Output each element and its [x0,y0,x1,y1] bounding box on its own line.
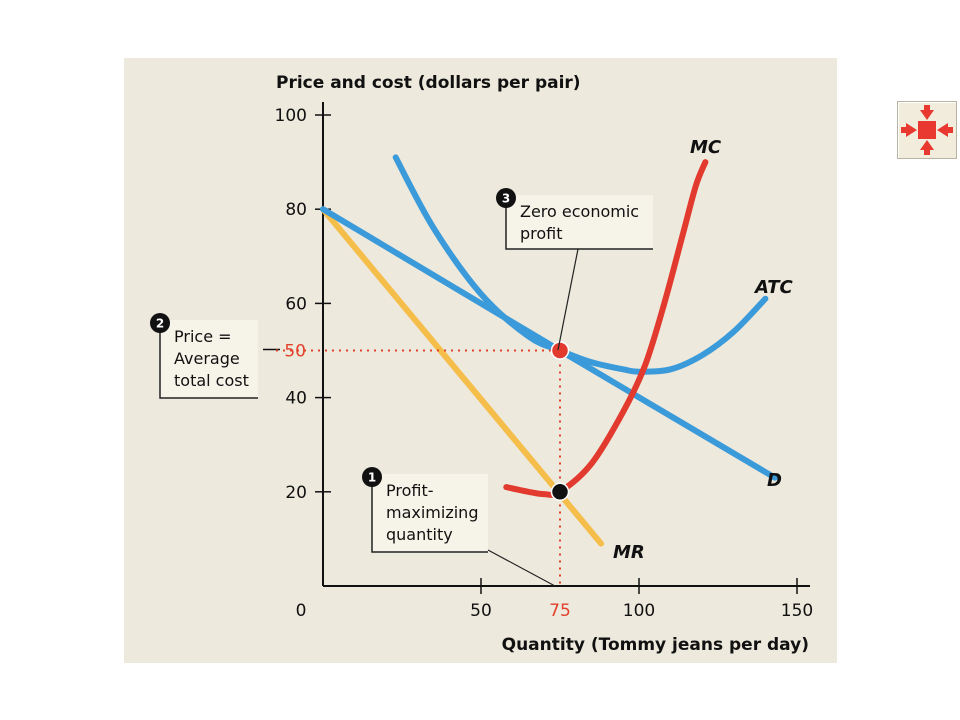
shrink-icon [901,105,953,155]
shrink-button[interactable] [897,101,957,159]
y-tick-label-20: 20 [285,483,307,503]
series-label-atc: ATC [753,277,793,298]
x-tick-label-150: 150 [781,601,813,621]
x-tick-label-0: 0 [296,601,307,621]
guide-layer [276,349,561,586]
annotation-number: 1 [368,471,376,485]
annotation-text-line: maximizing [386,503,478,522]
annotation-layer: 1 Profit-maximizing quantity 2 Price = Averag… [150,188,653,587]
y-axis-title: Price and cost (dollars per pair) [276,73,581,93]
annotation-1: 1 Profit-maximizing quantity [362,467,556,587]
y-tick-label-100: 100 [275,106,307,126]
y-tick-label-80: 80 [285,200,307,220]
annotation-box [506,195,653,249]
annotation-leader-line [557,248,579,351]
annotation-text-line: Zero economic [520,202,639,221]
annotation-box-border [159,320,258,399]
shrink-icon-stem-right [947,127,953,133]
annotation-text-line: total cost [174,371,249,390]
x-tick-label-50: 50 [470,601,492,621]
annotation-text-line: profit [520,224,563,243]
series-line-mc [503,159,709,498]
shrink-icon-stem-top [924,105,930,111]
annotation-box [372,474,488,552]
annotation-box-border [505,195,653,250]
x-tick-label-100: 100 [623,601,655,621]
annotation-number-badge [150,313,170,333]
shrink-icon-center [918,121,936,139]
shrink-icon-arrow-left [906,123,917,137]
annotation-leader-line [487,549,556,587]
annotation-number-badge [496,188,516,208]
shrink-icon-stem-left [901,127,907,133]
equilibrium-point [550,341,570,360]
annotation-number-badge [362,467,382,487]
shrink-icon-arrow-right [937,123,948,137]
annotation-box-border [371,474,488,553]
series-label-mc: MC [690,137,722,158]
y-tick-label-50: 50 [284,342,306,362]
y-tick-label-60: 60 [285,294,307,314]
series-label-mr: MR [613,542,645,563]
annotation-text-line: quantity [386,525,453,544]
annotation-text-line: Price = [174,327,232,346]
points-layer [550,341,570,502]
annotation-number: 2 [156,317,164,331]
x-axis-title: Quantity (Tommy jeans per day) [502,635,809,655]
annotation-2: 2 Price = Average total cost [150,313,258,399]
shrink-icon-arrow-bottom [920,140,934,150]
series-label-d: D [767,470,782,491]
y-tick-label-40: 40 [285,389,307,409]
shrink-icon-stem-bottom [924,149,930,155]
annotation-number: 3 [502,192,510,206]
annotation-box [160,320,258,398]
annotation-3: 3 Zero economic profit [496,188,653,351]
mr-mc-intersection-point [550,482,570,502]
annotation-text-line: Profit- [386,481,434,500]
annotation-text-line: Average [174,349,240,368]
axes: 20 40 50 60 80 100 0 50 75 100 150 [263,102,813,621]
x-tick-label-75: 75 [549,601,571,621]
shrink-icon-arrow-top [920,110,934,120]
series-line-atc [392,154,769,375]
